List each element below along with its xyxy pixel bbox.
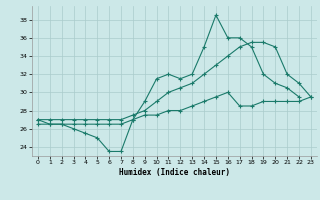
X-axis label: Humidex (Indice chaleur): Humidex (Indice chaleur) xyxy=(119,168,230,177)
